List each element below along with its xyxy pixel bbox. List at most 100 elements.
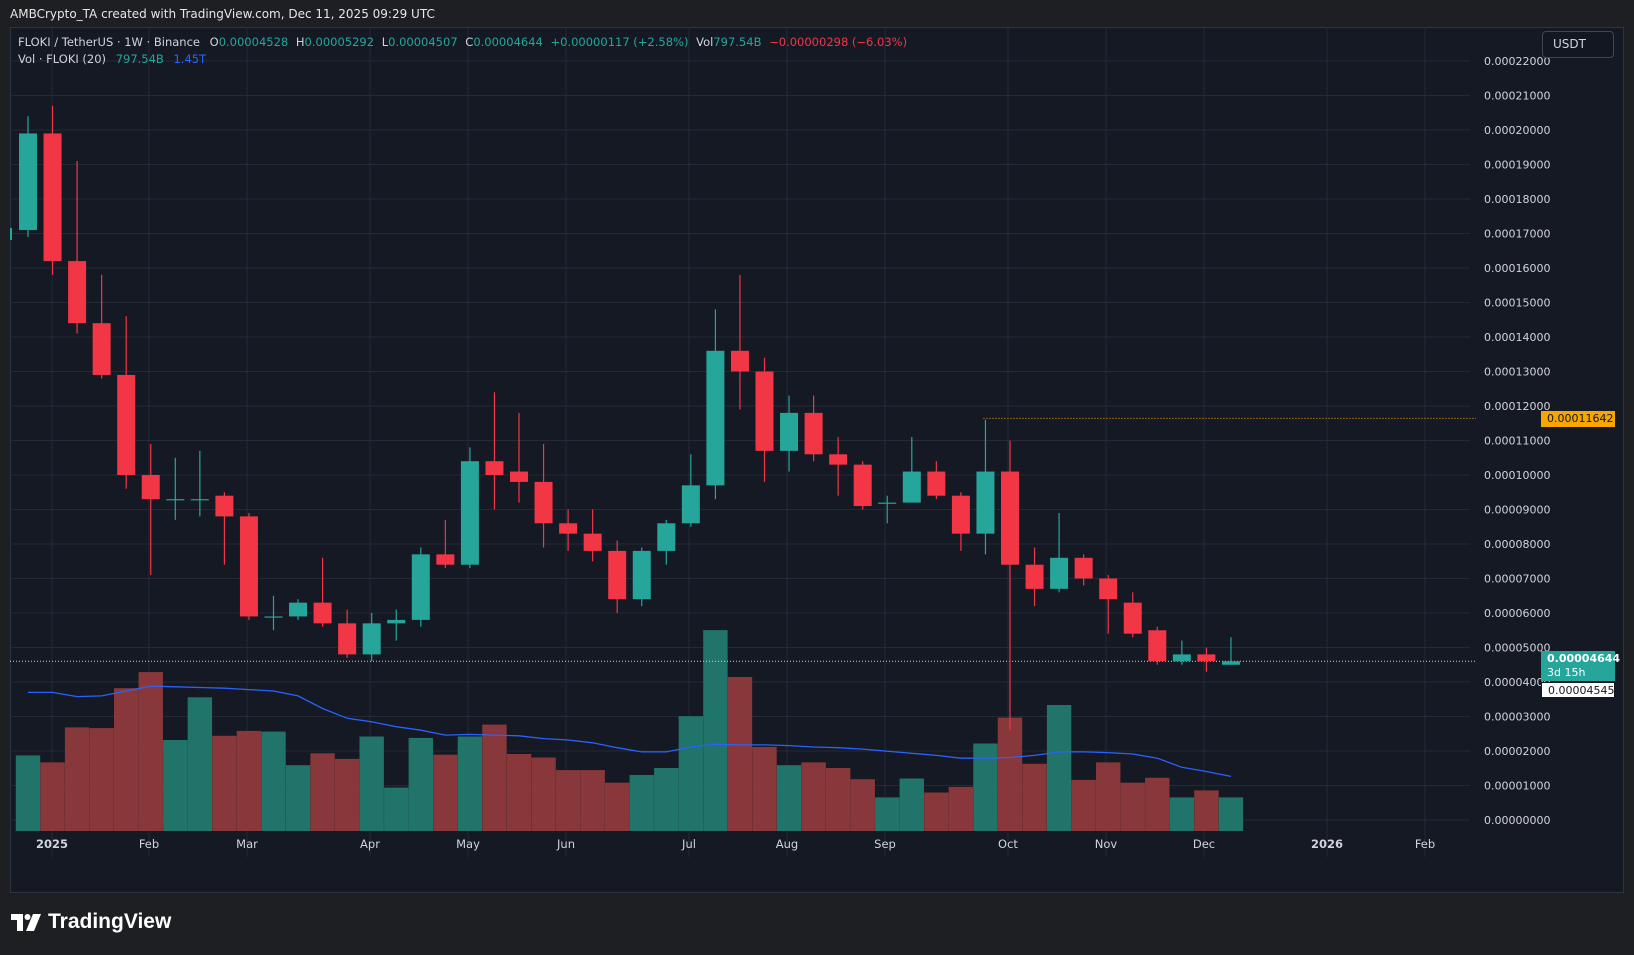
volume-bar	[1194, 790, 1219, 831]
volume-bar	[236, 730, 262, 831]
volume-bar	[654, 768, 679, 831]
volume-bar	[15, 755, 41, 831]
price-axis-label: 0.00000000	[1484, 814, 1550, 827]
volume-bar	[531, 757, 556, 831]
time-axis-label: Apr	[360, 837, 380, 851]
candle-body	[19, 133, 37, 231]
time-axis-label: Oct	[998, 837, 1018, 851]
prev-price-tag: 0.00004545	[1541, 682, 1615, 698]
price-axis-label: 0.00015000	[1484, 297, 1550, 310]
volume-bar	[457, 736, 483, 831]
price-axis-label: 0.00005000	[1484, 642, 1550, 655]
volume-ma-line	[28, 685, 1232, 778]
volume-bar	[138, 672, 163, 831]
candle-body	[289, 602, 308, 617]
legend: FLOKI / TetherUS · 1W · Binance O0.00004…	[18, 35, 907, 69]
time-axis-label: May	[456, 837, 480, 851]
volume-bar	[850, 779, 875, 831]
candle-body	[1148, 630, 1167, 662]
volume-bar	[580, 770, 605, 831]
candle-body	[92, 323, 111, 375]
volume-bar	[433, 754, 458, 831]
candle-body-partial	[10, 228, 12, 241]
price-axis-label: 0.00004000	[1484, 676, 1550, 689]
volume-bar	[801, 762, 826, 831]
tradingview-logo[interactable]: TradingView	[11, 910, 171, 934]
candle-body	[853, 464, 872, 507]
volume-bar	[89, 728, 114, 831]
candle-body	[1050, 557, 1069, 589]
candle-body	[338, 623, 357, 655]
candle-body	[755, 371, 774, 451]
legend-volume-label[interactable]: Vol · FLOKI (20)	[18, 52, 107, 66]
volume-bar	[948, 786, 974, 831]
volume-bar	[359, 736, 384, 831]
candle-body	[780, 412, 799, 451]
volume-bar	[285, 765, 311, 831]
volume-bar	[114, 688, 139, 831]
time-axis-label: Mar	[236, 837, 258, 851]
legend-close-value: 0.00004644	[473, 35, 543, 49]
price-axis-label: 0.00016000	[1484, 262, 1550, 275]
candle-body	[902, 471, 921, 503]
volume-bar	[163, 740, 188, 831]
price-axis-label: 0.00010000	[1484, 469, 1550, 482]
volume-bar	[605, 782, 630, 831]
candle-body	[411, 554, 430, 620]
legend-ohlc-row: FLOKI / TetherUS · 1W · Binance O0.00004…	[18, 35, 907, 52]
volume-bar	[629, 775, 654, 831]
candle-body	[927, 471, 946, 496]
time-axis-label: Feb	[139, 837, 159, 851]
price-axis-label: 0.00021000	[1484, 90, 1550, 103]
legend-low-value: 0.00004507	[388, 35, 458, 49]
currency-button[interactable]: USDT	[1542, 31, 1614, 58]
volume-bar	[703, 630, 728, 831]
time-axis-label: Dec	[1193, 837, 1215, 851]
candle-body	[1221, 661, 1240, 665]
candle-body	[436, 554, 455, 565]
price-axis-label: 0.00012000	[1484, 400, 1550, 413]
legend-volume-ma-value: 1.45T	[173, 52, 207, 66]
candle-body	[215, 495, 234, 517]
candle-body	[485, 461, 504, 475]
volume-bar	[384, 787, 409, 831]
time-axis-label: Aug	[776, 837, 798, 851]
volume-bar	[64, 727, 90, 831]
candle-body	[264, 616, 283, 618]
time-axis-label: Feb	[1415, 837, 1435, 851]
volume-bar	[506, 754, 532, 831]
legend-high-value: 0.00005292	[304, 35, 375, 49]
candle-body	[117, 374, 136, 475]
price-axis-label: 0.00011000	[1484, 435, 1550, 448]
legend-symbol[interactable]: FLOKI / TetherUS · 1W · Binance	[18, 35, 200, 49]
candle-body	[1074, 557, 1093, 579]
volume-bar	[482, 724, 507, 831]
price-axis-label: 0.00002000	[1484, 745, 1550, 758]
candle-body	[1099, 578, 1118, 600]
volume-bar	[1096, 762, 1121, 831]
price-axis-label: 0.00018000	[1484, 193, 1550, 206]
legend-vol-label: Vol	[696, 35, 714, 49]
volume-bar	[1046, 705, 1072, 831]
candle-body	[1001, 471, 1019, 565]
volume-bar	[555, 770, 581, 831]
time-axis-label: 2026	[1311, 837, 1343, 851]
volume-bar	[1071, 779, 1096, 831]
chart-canvas[interactable]: 0.00022000 0.00021000 0.00020000 0.00019000…	[10, 27, 1624, 893]
volume-bar	[825, 768, 851, 831]
candle-body	[632, 550, 651, 600]
time-axis-label: 2025	[36, 837, 68, 851]
header-bar: AMBCrypto_TA created with TradingView.co…	[0, 0, 1634, 28]
candle-body	[141, 475, 160, 500]
time-axis-label: Sep	[874, 837, 896, 851]
volume-bar	[776, 765, 802, 831]
volume-bar	[678, 716, 704, 831]
volume-bar	[1218, 797, 1244, 831]
candle-body	[878, 502, 897, 504]
legend-change: +0.00000117 (+2.58%)	[550, 35, 689, 49]
volume-bar	[212, 735, 237, 831]
price-axis-label: 0.00006000	[1484, 607, 1550, 620]
level-price-tag: 0.00011642	[1541, 411, 1615, 427]
price-axis-label: 0.00001000	[1484, 780, 1550, 793]
volume-bar	[261, 731, 286, 831]
